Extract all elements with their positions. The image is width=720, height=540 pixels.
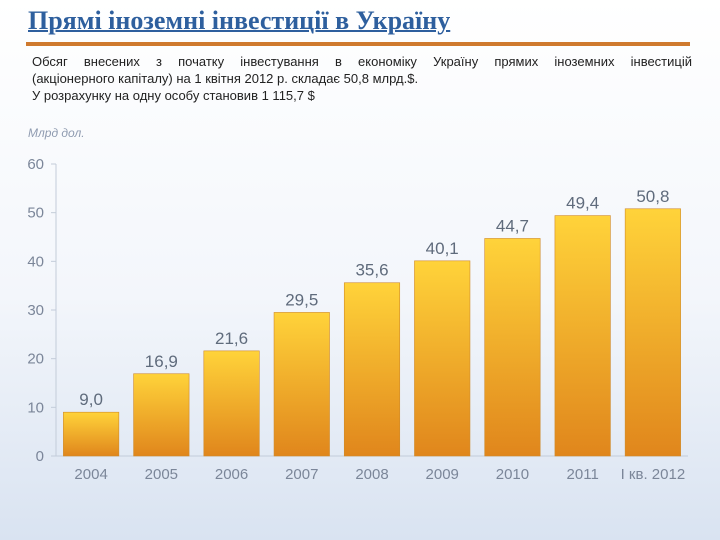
x-category-label: 2006 bbox=[215, 466, 248, 483]
x-category-label: 2008 bbox=[355, 466, 388, 483]
y-unit-label: Млрд дол. bbox=[28, 126, 85, 140]
y-tick-label: 30 bbox=[27, 302, 44, 319]
page-title: Прямі іноземні інвестиції в Україну bbox=[28, 6, 451, 35]
bar bbox=[273, 312, 330, 457]
y-tick-label: 10 bbox=[27, 399, 44, 416]
bar-value-label: 16,9 bbox=[145, 352, 178, 371]
bar-value-label: 29,5 bbox=[285, 290, 318, 309]
y-tick-label: 40 bbox=[27, 253, 44, 270]
bar-value-label: 49,4 bbox=[566, 194, 599, 213]
bar-value-label: 50,8 bbox=[636, 187, 669, 206]
y-tick-label: 50 bbox=[27, 205, 44, 222]
x-category-label: 2010 bbox=[496, 466, 529, 483]
x-category-label: 2005 bbox=[145, 466, 178, 483]
intro-line-1: Обсяг внесених з початку інвестування в … bbox=[32, 54, 692, 69]
y-tick-label: 60 bbox=[27, 156, 44, 173]
bar bbox=[203, 350, 260, 457]
intro-text: Обсяг внесених з початку інвестування в … bbox=[32, 53, 692, 104]
title-divider bbox=[26, 42, 690, 46]
bar bbox=[133, 373, 190, 457]
bar-value-label: 35,6 bbox=[355, 261, 388, 280]
bar bbox=[63, 411, 120, 457]
bar bbox=[343, 282, 401, 457]
bar bbox=[554, 215, 611, 457]
bar bbox=[624, 208, 681, 457]
x-category-label: І кв. 2012 bbox=[621, 466, 686, 483]
bar bbox=[414, 260, 471, 457]
x-category-label: 2007 bbox=[285, 466, 318, 483]
bar-value-label: 40,1 bbox=[426, 239, 459, 258]
bar bbox=[484, 238, 541, 457]
x-category-label: 2009 bbox=[426, 466, 459, 483]
bar-value-label: 44,7 bbox=[496, 216, 529, 235]
y-tick-label: 20 bbox=[27, 351, 44, 368]
intro-line-3: У розрахунку на одну особу становив 1 11… bbox=[32, 88, 315, 103]
x-category-label: 2011 bbox=[567, 466, 599, 483]
y-tick-label: 0 bbox=[36, 448, 44, 465]
x-category-label: 2004 bbox=[74, 466, 107, 483]
bar-value-label: 9,0 bbox=[79, 390, 103, 409]
intro-line-2: (акціонерного капіталу) на 1 квітня 2012… bbox=[32, 71, 419, 86]
bar-chart: Млрд дол. 0 10 20 30 40 50 60 9,0 16,9 21,6 29,5 3… bbox=[27, 126, 688, 483]
bar-value-label: 21,6 bbox=[215, 329, 248, 348]
